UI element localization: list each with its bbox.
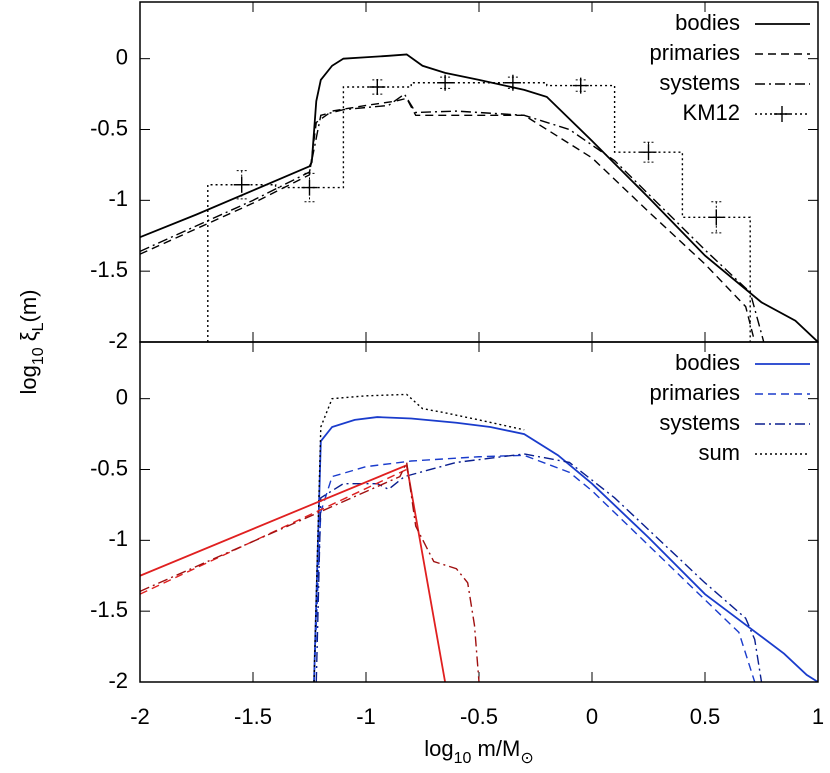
axis-label-part: ξ [16,331,41,347]
x-tick-label: 0 [586,704,598,729]
axis-label-part: ⊙ [520,750,533,767]
step-line [207,82,751,342]
line [140,93,765,342]
point [504,74,521,91]
y-tick-label: -1 [108,526,128,551]
y-tick-label: -1.5 [90,257,128,282]
plot-area [140,53,818,342]
y-tick-label: -0.5 [90,115,128,140]
panel-frame [139,341,819,683]
y-tick-label: -2 [108,668,128,693]
axis-label-part: 10 [30,347,47,365]
axis-label-part: log [16,365,41,394]
line [140,97,756,342]
x-tick-label: 0.5 [690,704,721,729]
y-tick-label: -1 [108,186,128,211]
legend-label: systems [659,70,740,95]
error-bar [236,170,247,200]
x-tick-label: -1.5 [234,704,272,729]
x-tick-label: -1 [356,704,376,729]
y-tick-label: 0 [116,44,128,69]
axis-label-part: log [424,736,453,761]
line [140,460,480,682]
line [313,454,756,682]
x-tick-label: -2 [130,704,150,729]
error-bar [711,201,722,234]
line [313,393,525,682]
y-tick-label: 0 [116,384,128,409]
legend-label: primaries [650,380,740,405]
legend-label: sum [698,440,740,465]
y-tick-label: -2 [108,328,128,353]
axis-label-part: L [30,322,47,331]
point [437,74,454,91]
x-tick-label: -0.5 [460,704,498,729]
axis-label-part: m/M [471,736,520,761]
legend-point [774,106,790,122]
axis-label-part: 10 [454,750,472,767]
legend-label: systems [659,410,740,435]
point [369,79,386,95]
point [301,179,318,196]
x-tick-label: 1 [812,704,824,729]
y-tick-label: -0.5 [90,455,128,480]
point [572,77,589,94]
line [140,463,446,682]
axis-label: log10 ξL(m) [16,289,47,394]
line [315,453,763,682]
axis-label: log10 m/M⊙ [424,736,533,767]
point [708,209,725,226]
y-tick-label: -1.5 [90,597,128,622]
legend-label: bodies [675,10,740,35]
line [140,53,818,342]
legend-label: primaries [650,40,740,65]
line [313,416,818,682]
point [233,176,250,193]
plot-area [140,393,818,682]
error-bar [304,172,315,203]
axis-label-part: (m) [16,289,41,322]
legend-label: KM12 [683,100,740,125]
legend-label: bodies [675,350,740,375]
point [640,144,657,161]
